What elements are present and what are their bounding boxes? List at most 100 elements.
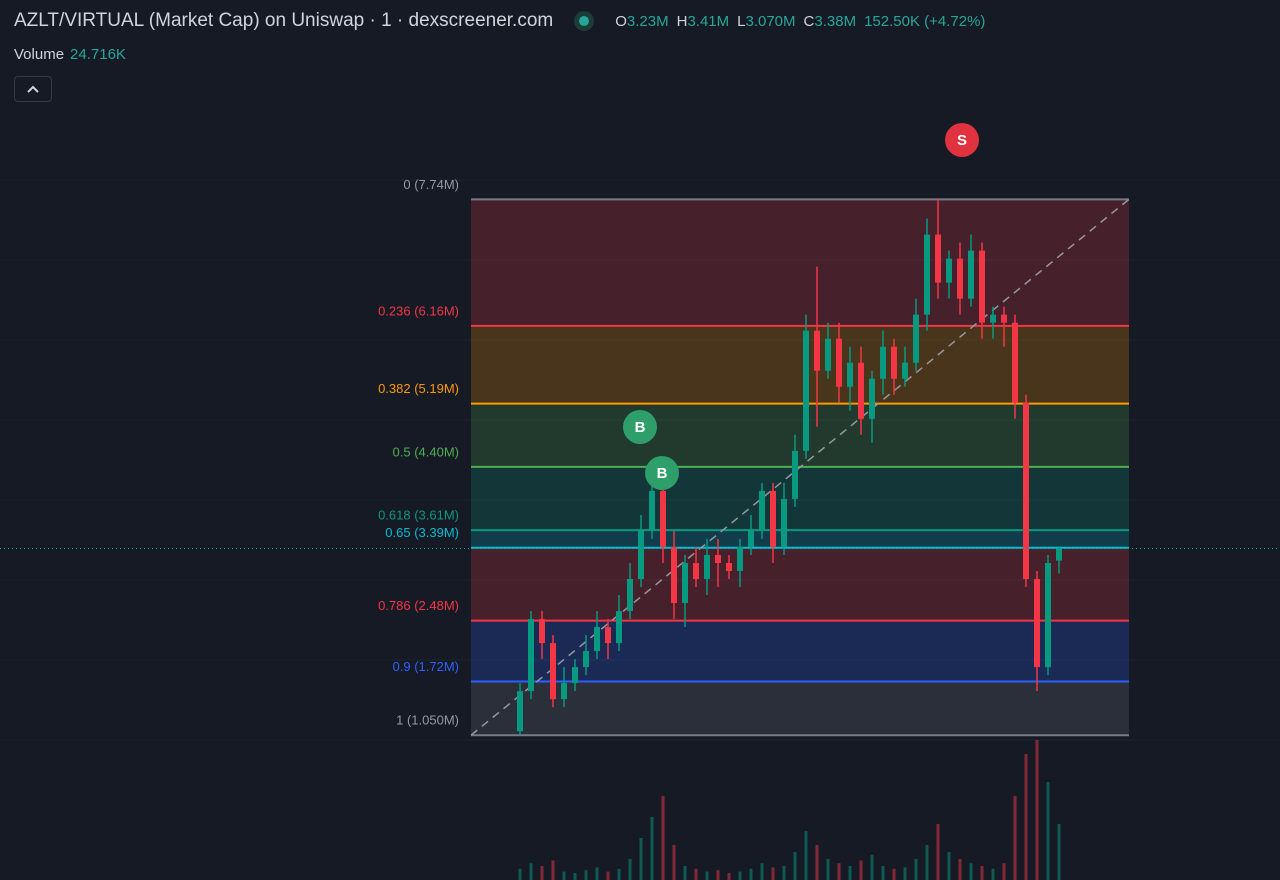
candle-body xyxy=(583,651,589,668)
volume-bar xyxy=(991,868,995,880)
chevron xyxy=(27,85,39,93)
volume-bar xyxy=(969,863,973,880)
volume-bar xyxy=(584,870,588,880)
volume-bar xyxy=(628,859,632,880)
volume-bar xyxy=(1035,740,1039,880)
fib-zone xyxy=(471,681,1129,736)
candle-body xyxy=(946,258,952,283)
fib-label: 0.786 (2.48M) xyxy=(378,598,459,613)
candle-body xyxy=(528,619,534,692)
candle-body xyxy=(979,250,985,323)
candle-body xyxy=(924,234,930,315)
fib-zone xyxy=(471,199,1129,326)
volume-bar xyxy=(529,863,533,880)
volume-bar xyxy=(980,866,984,880)
trade-marker xyxy=(645,456,679,490)
ohlc-value: 3.41M xyxy=(687,13,730,30)
ohlc-key: L xyxy=(737,13,746,30)
candle-body xyxy=(891,346,897,379)
volume-bar xyxy=(694,868,698,880)
volume-bar xyxy=(650,817,654,880)
candle-body xyxy=(638,530,644,579)
candle-body xyxy=(781,498,787,547)
fib-label: 0.236 (6.16M) xyxy=(378,303,459,318)
ohlc-key: O xyxy=(615,13,627,30)
candle-body xyxy=(1056,548,1062,561)
volume-bar xyxy=(518,868,522,880)
candle-body xyxy=(869,378,875,419)
volume-bar xyxy=(892,868,896,880)
candle-body xyxy=(748,530,754,547)
volume-bar xyxy=(617,868,621,880)
ohlc-value: 3.070M xyxy=(745,13,796,30)
fib-label: 1 (1.050M) xyxy=(396,713,459,728)
ohlc-key: C xyxy=(803,13,815,30)
fib-label: 0.382 (5.19M) xyxy=(378,381,459,396)
volume-bar xyxy=(639,838,643,880)
candle-body xyxy=(1001,314,1007,323)
volume-bar xyxy=(705,871,709,880)
fib-zone xyxy=(471,547,1129,621)
candle-body xyxy=(957,258,963,299)
candle-body xyxy=(990,314,996,323)
collapse-button[interactable] xyxy=(14,76,52,102)
candle-body xyxy=(803,330,809,451)
fib-zone xyxy=(471,466,1129,531)
volume-bar xyxy=(914,859,918,880)
volume-bar xyxy=(958,859,962,880)
candle-body xyxy=(1023,402,1029,579)
fib-trend-line xyxy=(470,198,1130,736)
volume-bar xyxy=(562,871,566,880)
volume-bar xyxy=(551,860,555,880)
candle-body xyxy=(572,667,578,684)
candle-body xyxy=(880,346,886,379)
ohlc: O3.23M H3.41M L3.070M C3.38M xyxy=(615,10,864,32)
candle-body xyxy=(550,643,556,700)
volume-bar xyxy=(573,873,577,880)
candle-body xyxy=(671,546,677,604)
ohlc-value: 3.23M xyxy=(626,13,669,30)
trade-marker xyxy=(623,410,657,444)
ohlc-key: H xyxy=(676,13,688,30)
candle-body xyxy=(1045,562,1051,668)
candle-body xyxy=(726,562,732,571)
candle-body xyxy=(935,234,941,283)
volume-bar xyxy=(936,824,940,880)
fib-zone xyxy=(471,530,1129,548)
volume-bar xyxy=(870,854,874,880)
volume-bar xyxy=(716,870,720,880)
volume-value: 24.716K xyxy=(70,46,126,63)
candle-body xyxy=(770,490,776,547)
volume-bar xyxy=(771,867,775,880)
volume-bar xyxy=(606,871,610,880)
candle-body xyxy=(539,619,545,644)
volume-bar xyxy=(859,860,863,880)
candle-body xyxy=(847,362,853,387)
volume-bar xyxy=(881,866,885,880)
fib-label: 0.65 (3.39M) xyxy=(385,525,459,540)
candle-body xyxy=(649,490,655,531)
ohlc-value: 3.38M xyxy=(814,13,857,30)
candle-body xyxy=(825,338,831,371)
volume-bar xyxy=(672,845,676,880)
volume-bar xyxy=(925,845,929,880)
candle-body xyxy=(814,330,820,371)
volume-bar xyxy=(749,868,753,880)
candle-body xyxy=(1034,578,1040,668)
volume-bar xyxy=(661,796,665,880)
candle-body xyxy=(682,562,688,604)
candle-body xyxy=(517,691,523,732)
candle-body xyxy=(858,362,864,419)
candle-body xyxy=(836,338,842,387)
candle-body xyxy=(704,554,710,579)
fib-label: 0.5 (4.40M) xyxy=(393,444,459,459)
fib-label: 0.9 (1.72M) xyxy=(393,659,459,674)
candle-body xyxy=(616,611,622,644)
volume-bar xyxy=(1013,796,1017,880)
volume-bar xyxy=(793,852,797,880)
header: AZLT/VIRTUAL (Market Cap) on Uniswap · 1… xyxy=(14,10,993,32)
volume-bar xyxy=(1046,782,1050,880)
volume-bar xyxy=(782,866,786,880)
candle-body xyxy=(693,562,699,579)
